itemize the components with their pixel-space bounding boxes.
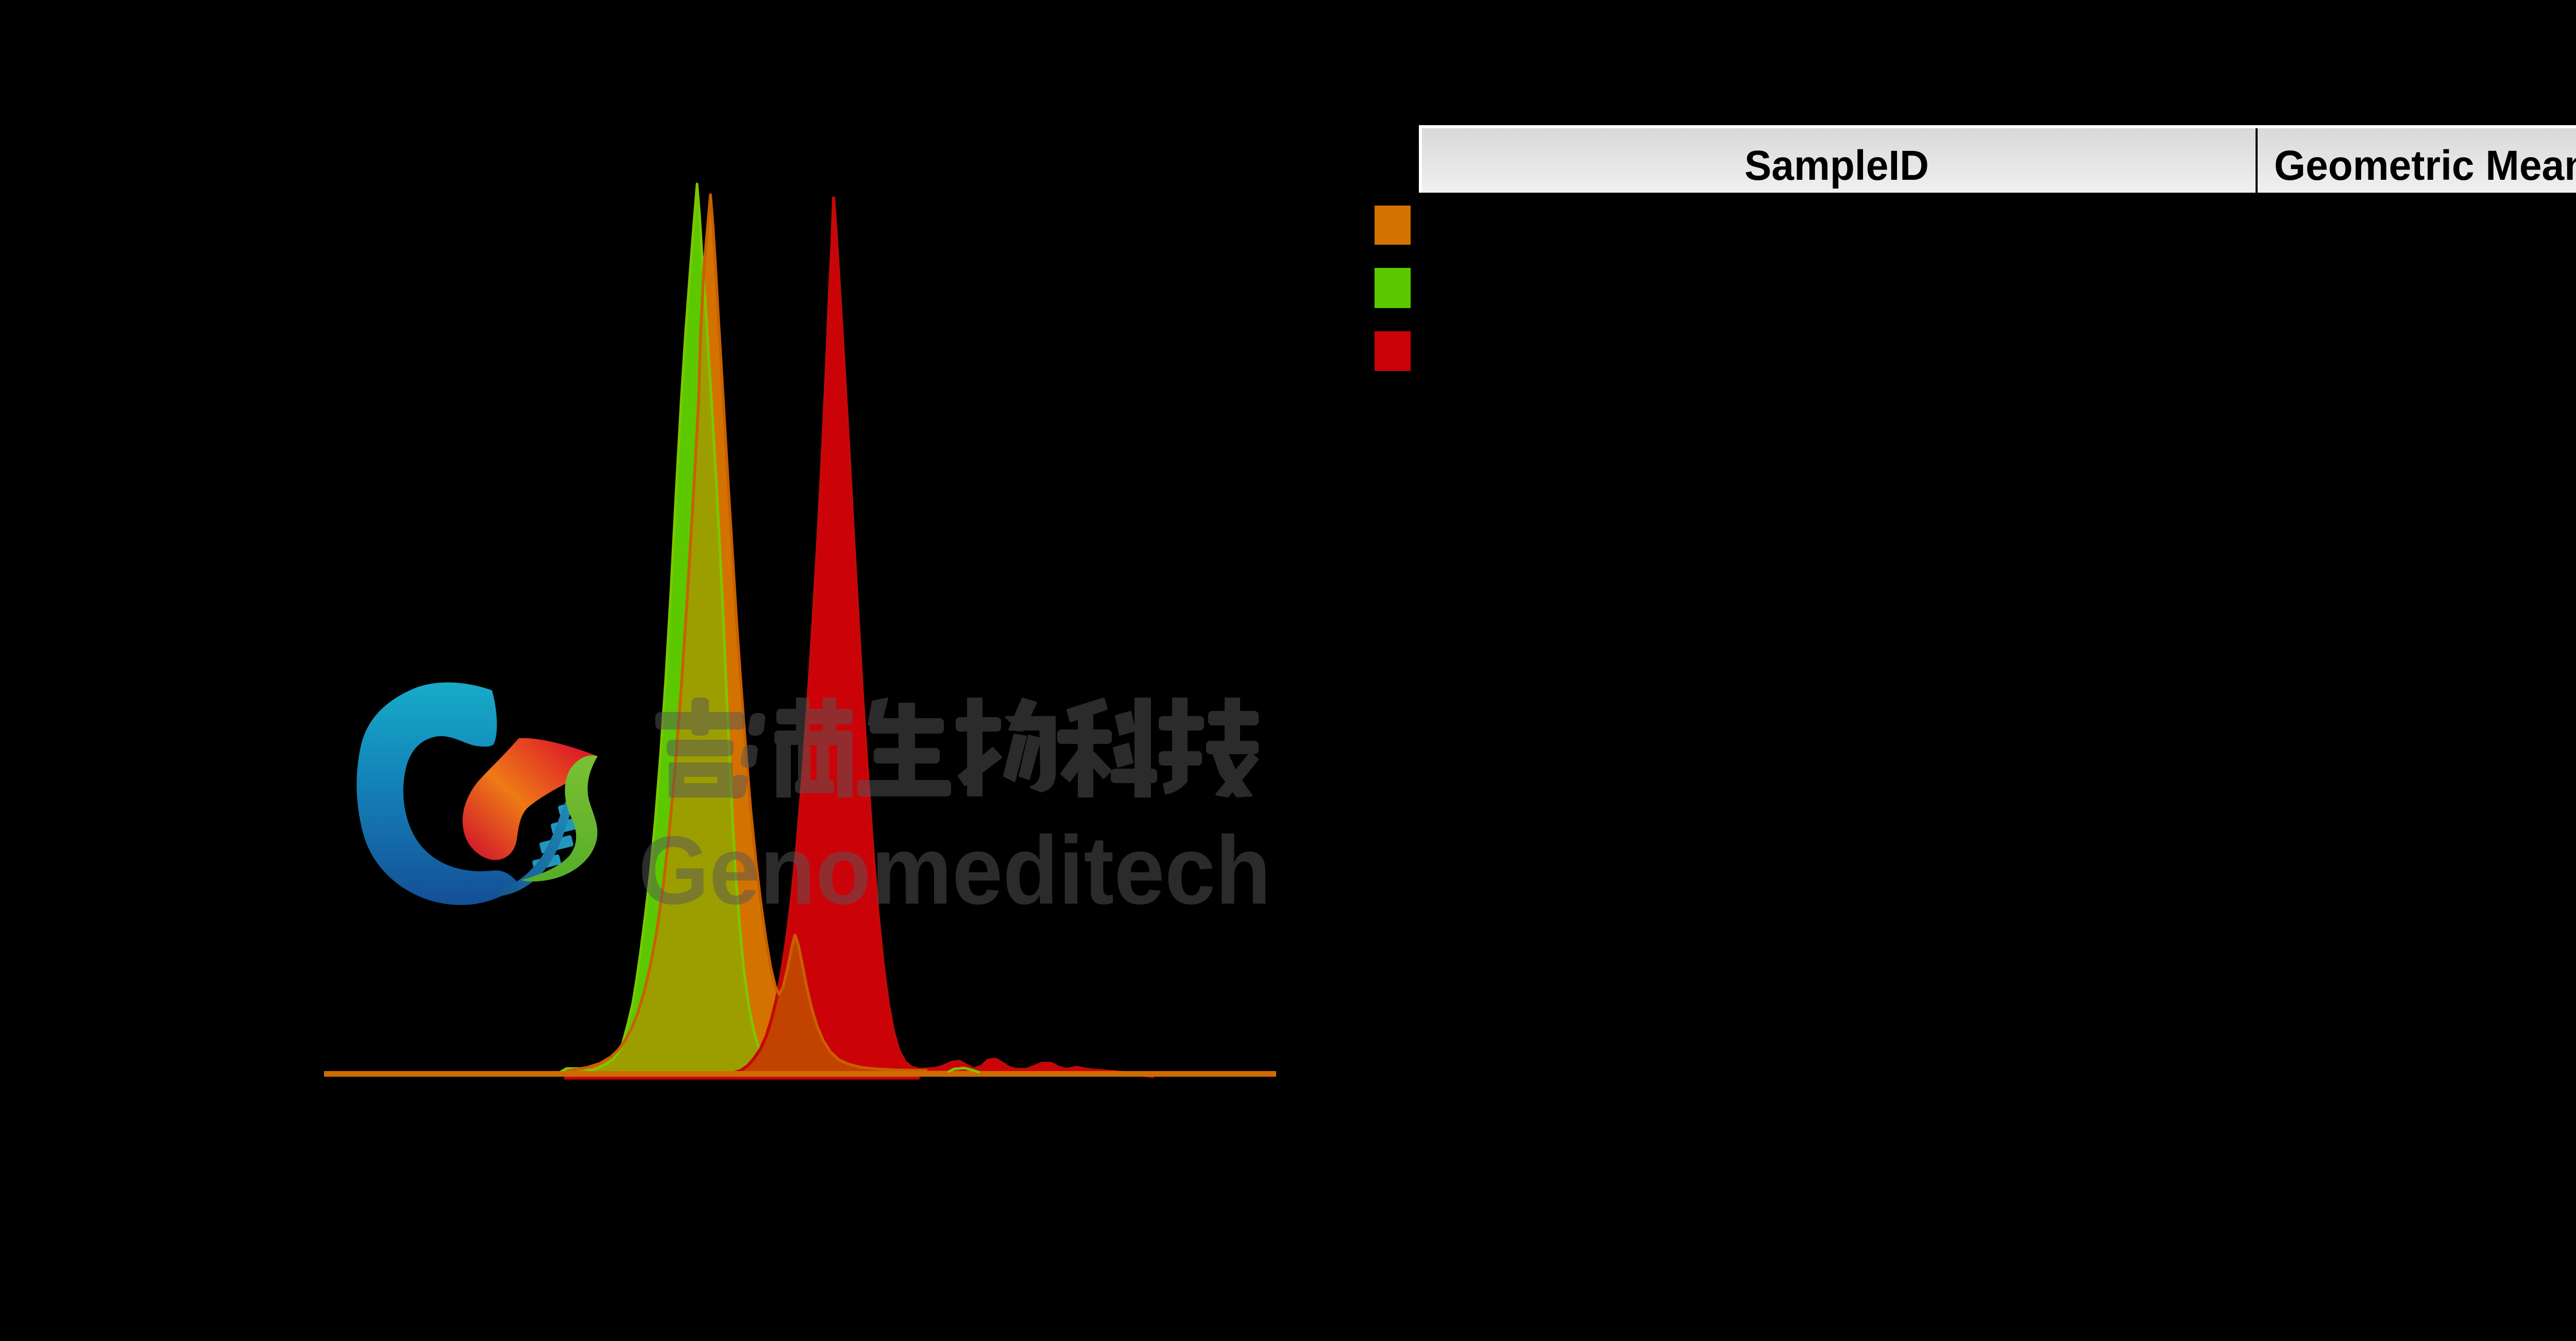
svg-text:SampleID: SampleID — [1744, 142, 1929, 189]
svg-text:Geometric Mean : FL11-H: Geometric Mean : FL11-H — [2274, 142, 2576, 189]
svg-text:Genomeditech: Genomeditech — [638, 816, 1271, 924]
